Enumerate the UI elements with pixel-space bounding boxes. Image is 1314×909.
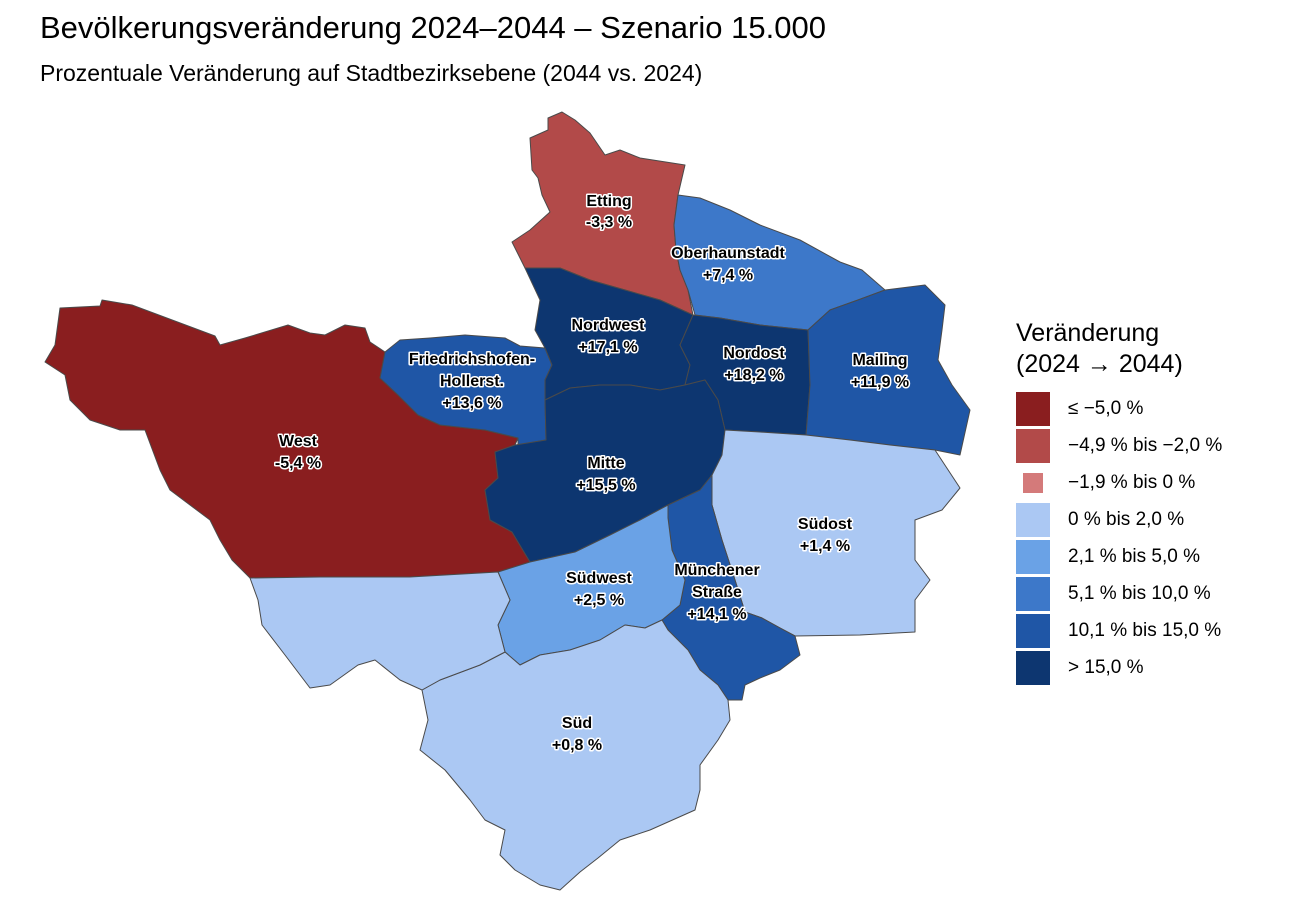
legend-swatch	[1016, 613, 1050, 648]
value-mitte: +15,5 %	[576, 477, 635, 494]
legend-title-line1: Veränderung	[1016, 319, 1160, 347]
legend-swatch	[1016, 391, 1050, 426]
legend-swatch	[1016, 539, 1050, 574]
legend-label: 10,1 % bis 15,0 %	[1068, 619, 1222, 641]
legend-label: > 15,0 %	[1068, 656, 1144, 678]
legend-swatch	[1016, 428, 1050, 463]
legend-label: 0 % bis 2,0 %	[1068, 508, 1185, 530]
label-nordost: Nordost	[723, 345, 785, 362]
legend-label: −4,9 % bis −2,0 %	[1068, 434, 1223, 456]
value-suedost: +1,4 %	[800, 538, 850, 555]
district-sued[interactable]	[419, 619, 731, 891]
label-suedost: Südost	[798, 516, 853, 533]
label-friedrichshofen-line1: Friedrichshofen-	[409, 351, 535, 368]
legend-item: 10,1 % bis 15,0 %	[1016, 612, 1222, 649]
district-map: Etting -3,3 % Oberhaunstadt +7,4 % Nordw…	[44, 111, 971, 891]
label-muenchener-line1: Münchener	[674, 562, 759, 579]
value-suedwest: +2,5 %	[574, 592, 624, 609]
legend-swatch	[1016, 576, 1050, 611]
legend-item: −4,9 % bis −2,0 %	[1016, 427, 1222, 464]
map-title: Bevölkerungsveränderung 2024–2044 – Szen…	[40, 10, 826, 45]
legend: Veränderung (2024 → 2044) ≤ −5,0 % −4,9 …	[1016, 318, 1222, 686]
label-muenchener-line2: Straße	[692, 584, 742, 601]
legend-item: 2,1 % bis 5,0 %	[1016, 538, 1222, 575]
label-friedrichshofen-line2: Hollerst.	[440, 373, 504, 390]
value-muenchener: +14,1 %	[687, 606, 746, 623]
value-west: -5,4 %	[275, 455, 321, 472]
legend-swatch	[1023, 472, 1043, 493]
value-oberhaunstadt: +7,4 %	[703, 267, 753, 284]
map-subtitle: Prozentuale Veränderung auf Stadtbezirks…	[40, 60, 703, 86]
legend-label: ≤ −5,0 %	[1068, 397, 1144, 419]
legend-title: Veränderung (2024 → 2044)	[1016, 318, 1222, 380]
legend-item: 5,1 % bis 10,0 %	[1016, 575, 1222, 612]
legend-label: −1,9 % bis 0 %	[1068, 471, 1196, 493]
value-sued: +0,8 %	[552, 737, 602, 754]
legend-item: ≤ −5,0 %	[1016, 390, 1222, 427]
label-etting: Etting	[586, 193, 631, 210]
label-mitte: Mitte	[587, 455, 624, 472]
district-unlabelled-southwest[interactable]	[249, 571, 511, 691]
label-nordwest: Nordwest	[572, 317, 646, 334]
district-suedost[interactable]	[711, 429, 961, 637]
label-sued: Süd	[562, 715, 592, 732]
value-mailing: +11,9 %	[851, 374, 909, 391]
legend-item: > 15,0 %	[1016, 649, 1222, 686]
district-mailing[interactable]	[805, 284, 971, 456]
legend-title-line2: (2024 → 2044)	[1016, 350, 1183, 378]
value-nordost: +18,2 %	[724, 367, 783, 384]
legend-swatch	[1016, 650, 1050, 685]
label-mailing: Mailing	[852, 352, 907, 369]
label-west: West	[279, 433, 318, 450]
value-friedrichshofen: +13,6 %	[442, 395, 501, 412]
label-oberhaunstadt: Oberhaunstadt	[671, 245, 785, 262]
value-nordwest: +17,1 %	[578, 339, 637, 356]
legend-label: 2,1 % bis 5,0 %	[1068, 545, 1201, 567]
legend-swatch	[1016, 502, 1050, 537]
value-etting: -3,3 %	[586, 214, 632, 231]
legend-item: 0 % bis 2,0 %	[1016, 501, 1222, 538]
label-suedwest: Südwest	[566, 570, 632, 587]
legend-label: 5,1 % bis 10,0 %	[1068, 582, 1211, 604]
legend-item: −1,9 % bis 0 %	[1016, 464, 1222, 501]
